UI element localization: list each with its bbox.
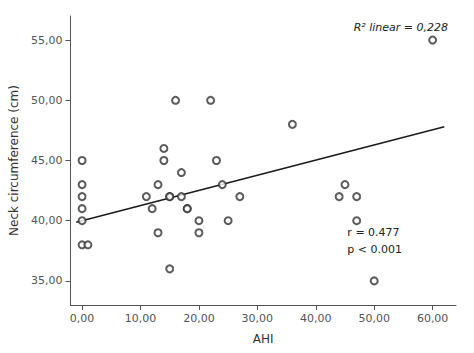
svg-text:35,00: 35,00 — [31, 274, 63, 287]
svg-text:20,00: 20,00 — [183, 312, 215, 325]
svg-text:45,00: 45,00 — [31, 154, 63, 167]
svg-text:R² linear = 0,228: R² linear = 0,228 — [354, 21, 448, 34]
svg-text:r = 0.477: r = 0.477 — [347, 226, 399, 239]
svg-text:40,00: 40,00 — [300, 312, 332, 325]
svg-text:10,00: 10,00 — [125, 312, 157, 325]
svg-text:30,00: 30,00 — [242, 312, 274, 325]
svg-text:AHI: AHI — [253, 332, 274, 346]
svg-text:p < 0.001: p < 0.001 — [347, 243, 402, 256]
svg-text:40,00: 40,00 — [31, 214, 63, 227]
svg-text:50,00: 50,00 — [31, 94, 63, 107]
svg-text:0,00: 0,00 — [70, 312, 95, 325]
svg-text:50,00: 50,00 — [358, 312, 390, 325]
svg-text:60,00: 60,00 — [417, 312, 449, 325]
svg-text:55,00: 55,00 — [31, 34, 63, 47]
svg-text:Neck circumference (cm): Neck circumference (cm) — [7, 85, 21, 236]
